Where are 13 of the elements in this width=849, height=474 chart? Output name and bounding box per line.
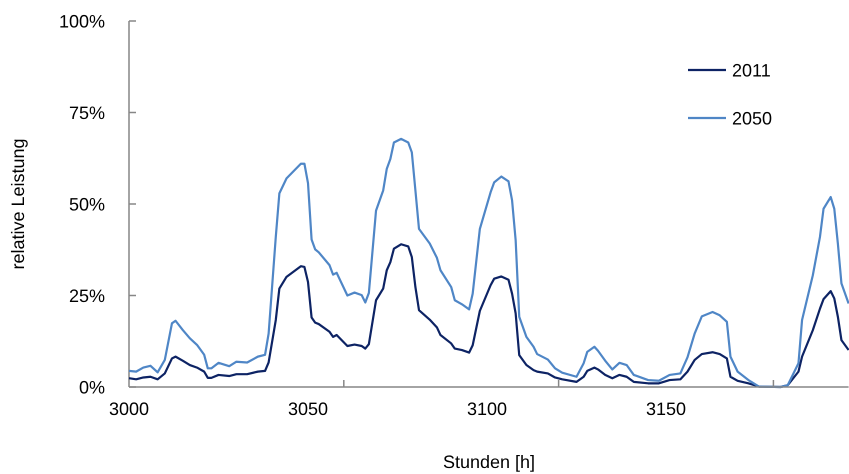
y-tick-label: 0% xyxy=(78,377,105,398)
legend-label: 2050 xyxy=(732,108,772,128)
y-tick-label: 100% xyxy=(58,11,105,32)
y-tick-label: 50% xyxy=(68,194,105,214)
x-axis-title: Stunden [h] xyxy=(442,452,536,472)
y-axis-title: relative Leistung xyxy=(8,138,28,270)
y-tick-label: 75% xyxy=(68,102,105,123)
x-tick-label: 3150 xyxy=(646,399,686,419)
legend-label: 2011 xyxy=(732,60,771,80)
x-tick-label: 3050 xyxy=(288,399,328,419)
x-tick-label: 3000 xyxy=(108,399,150,419)
x-tick-label: 3100 xyxy=(466,399,508,419)
y-tick-label: 25% xyxy=(68,286,105,306)
